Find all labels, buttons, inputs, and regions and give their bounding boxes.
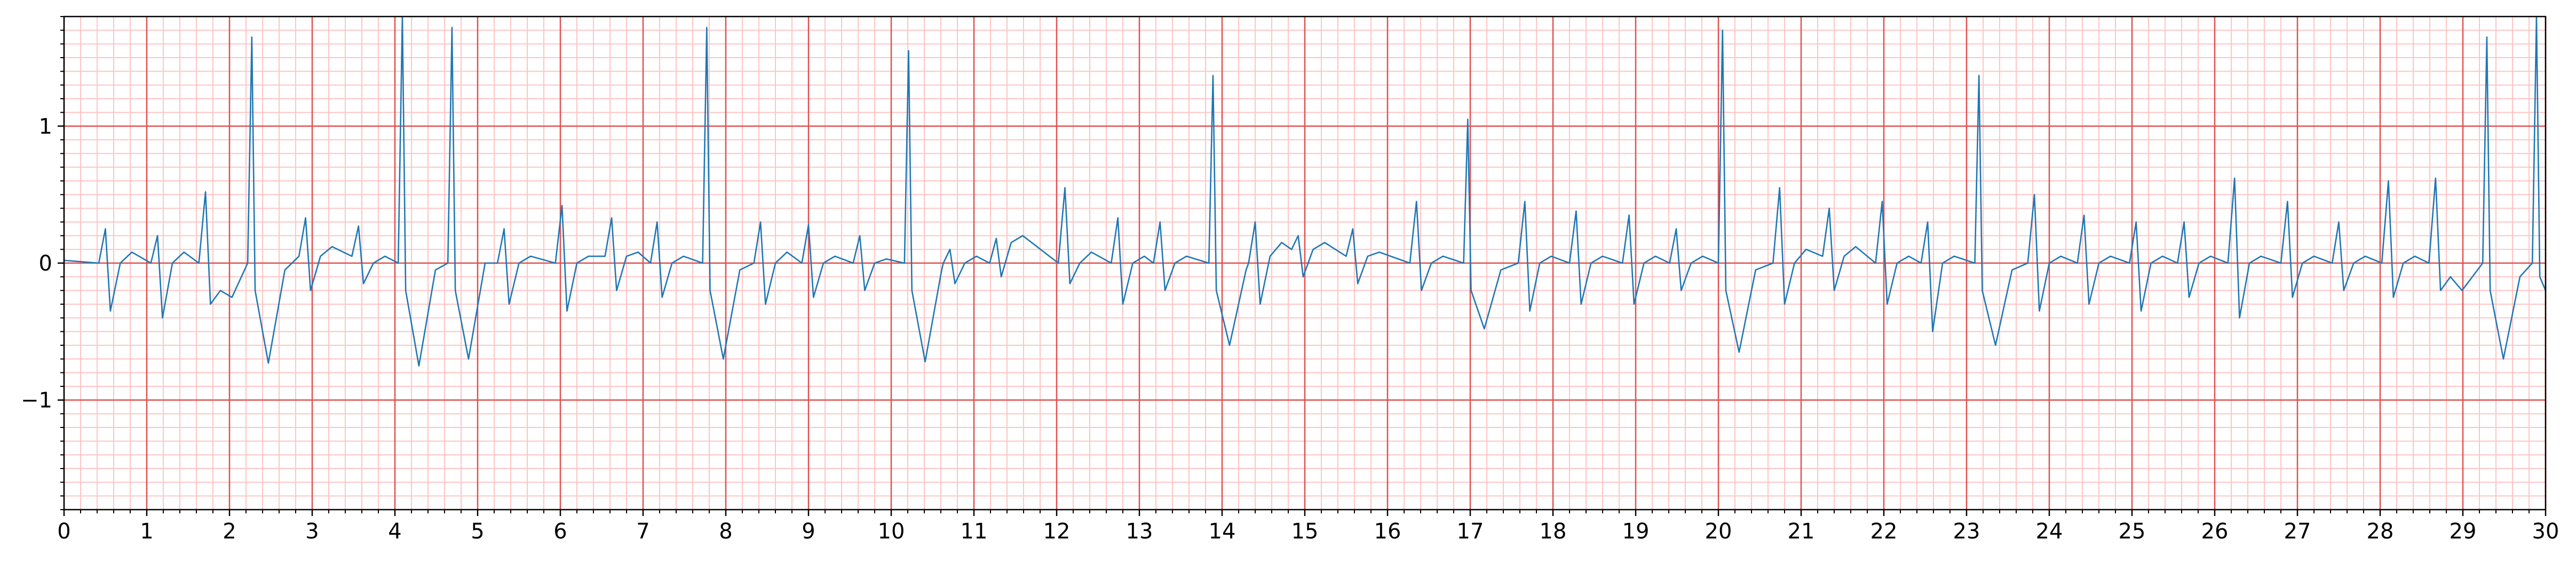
- signal-line: [64, 17, 2546, 367]
- x-tick-label: 5: [471, 519, 484, 544]
- x-tick-label: 29: [2450, 519, 2477, 544]
- plot-frame: [63, 15, 2547, 511]
- x-tick-label: 23: [1953, 519, 1980, 544]
- y-tick-label: 1: [39, 114, 52, 139]
- y-tick-label: −1: [21, 388, 52, 413]
- x-tick-label: 28: [2367, 519, 2394, 544]
- x-tick-label: 11: [961, 519, 988, 544]
- x-tick-label: 22: [1870, 519, 1898, 544]
- x-tick-label: 12: [1043, 519, 1071, 544]
- plot-area: [64, 17, 2546, 367]
- x-tick-label: 16: [1374, 519, 1401, 544]
- x-tick-label: 25: [2119, 519, 2146, 544]
- x-tick-label: 17: [1457, 519, 1484, 544]
- x-tick-label: 7: [636, 519, 649, 544]
- x-tick-label: 18: [1540, 519, 1567, 544]
- x-tick-label: 13: [1126, 519, 1153, 544]
- x-tick-label: 20: [1705, 519, 1732, 544]
- x-tick-label: 4: [388, 519, 401, 544]
- x-tick-label: 3: [305, 519, 319, 544]
- x-tick-label: 1: [140, 519, 153, 544]
- x-tick-label: 2: [223, 519, 236, 544]
- x-tick-label: 0: [57, 519, 70, 544]
- x-tick-label: 27: [2284, 519, 2311, 544]
- x-tick-label: 30: [2532, 519, 2559, 544]
- x-tick-label: 19: [1622, 519, 1650, 544]
- y-tick-label: 0: [39, 251, 52, 276]
- x-tick-label: 6: [553, 519, 567, 544]
- x-tick-label: 24: [2036, 519, 2063, 544]
- x-tick-label: 8: [719, 519, 732, 544]
- x-tick-label: 26: [2201, 519, 2229, 544]
- x-tick-label: 9: [802, 519, 815, 544]
- x-tick-label: 10: [878, 519, 905, 544]
- x-tick-label: 15: [1291, 519, 1319, 544]
- x-tick-label: 14: [1209, 519, 1236, 544]
- x-tick-label: 21: [1788, 519, 1815, 544]
- axes: 0 1 2 3 4 5 6 7 8 9 10 11 12 13 14 15 16 17 18 19 20 21 22 23 24…: [21, 15, 2559, 544]
